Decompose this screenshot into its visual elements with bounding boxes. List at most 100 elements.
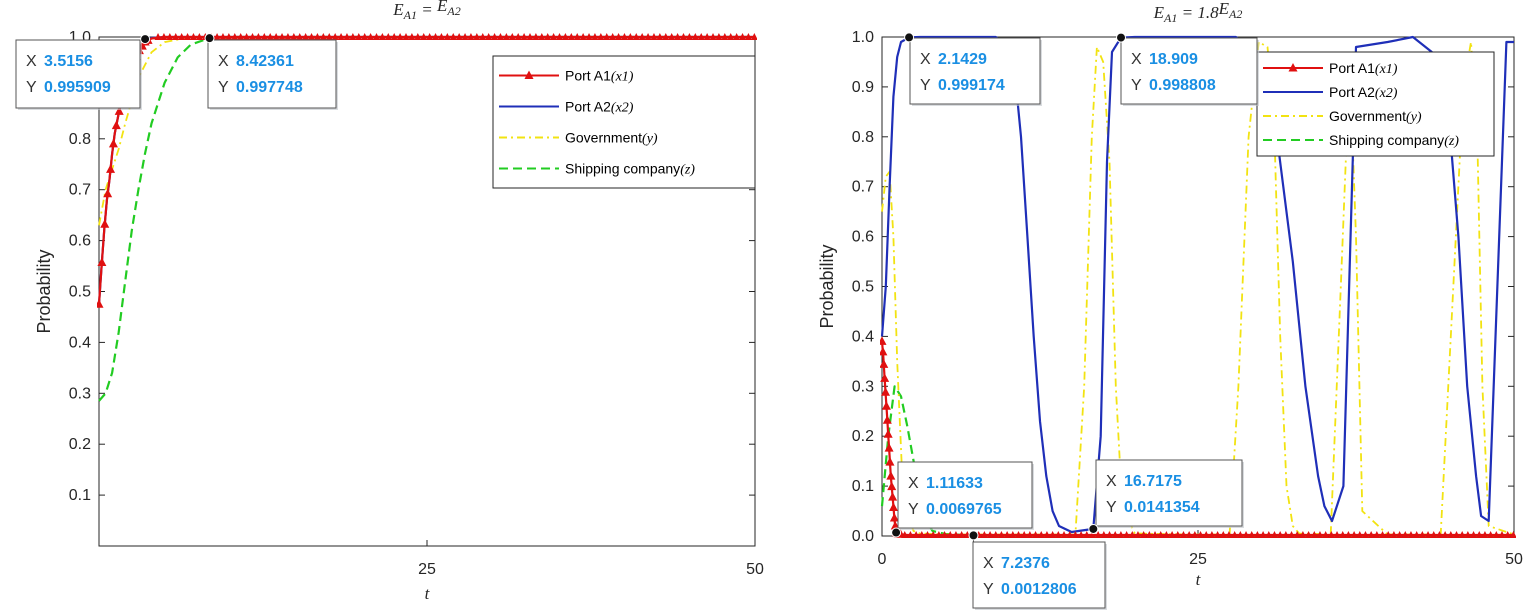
triangle-marker (106, 164, 116, 173)
y-tick-label: 0.5 (852, 279, 874, 296)
triangle-marker (1458, 531, 1466, 538)
triangle-marker (508, 33, 516, 40)
triangle-marker (591, 33, 599, 40)
triangle-marker (243, 33, 251, 40)
triangle-marker (1043, 531, 1051, 538)
legend-entry: Port A2(x2) (565, 99, 634, 116)
triangle-marker (883, 429, 893, 438)
triangle-marker (103, 188, 113, 198)
y-tick-label: 0.8 (852, 129, 874, 146)
triangle-marker (886, 471, 896, 480)
triangle-marker (1054, 531, 1062, 538)
triangle-marker (1179, 531, 1187, 538)
triangle-marker (1464, 531, 1472, 538)
triangle-marker (443, 33, 451, 40)
triangle-marker (1407, 531, 1415, 538)
triangle-marker (1202, 531, 1210, 538)
datatip[interactable]: X 8.42361 Y 0.997748 (204, 33, 338, 110)
triangle-marker (284, 33, 292, 40)
triangle-marker (750, 33, 757, 40)
triangle-marker (924, 531, 932, 538)
triangle-marker (1379, 531, 1387, 538)
datatip[interactable]: X 7.2376 Y 0.0012806 (968, 530, 1107, 610)
triangle-marker (709, 33, 717, 40)
legend: Port A1(x1)Port A2(x2)Government(y)Shipp… (1256, 51, 1495, 157)
triangle-marker (1106, 531, 1114, 538)
triangle-marker (644, 33, 652, 40)
datatip[interactable]: X 3.5156 Y 0.995909 (15, 34, 151, 110)
datatip-x-value: 1.11633 (926, 475, 983, 492)
triangle-marker (992, 531, 1000, 538)
legend-entry: Government(y) (565, 130, 658, 147)
triangle-marker (884, 443, 894, 452)
title-text: E (392, 0, 404, 19)
triangle-marker (325, 33, 333, 40)
datatip-box (15, 39, 141, 109)
triangle-marker (901, 531, 909, 538)
triangle-marker (1111, 531, 1119, 538)
triangle-marker (189, 33, 197, 40)
datatip[interactable]: X 18.909 Y 0.998808 (1116, 32, 1259, 106)
datatip-x-key: X (983, 555, 994, 572)
y-tick-label: 0.2 (852, 428, 874, 445)
triangle-marker (467, 33, 475, 40)
triangle-marker (697, 33, 705, 40)
datatip-box (897, 461, 1033, 529)
triangle-marker (986, 531, 994, 538)
datatip-y-value: 0.0012806 (1001, 581, 1077, 598)
triangle-marker (1333, 531, 1341, 538)
legend-series-var: (z) (680, 163, 695, 178)
datatip[interactable]: X 16.7175 Y 0.0141354 (1088, 459, 1244, 534)
triangle-marker (721, 33, 729, 40)
triangle-marker (1219, 531, 1227, 538)
y-tick-label: 0.7 (852, 179, 874, 196)
triangle-marker (532, 33, 540, 40)
legend-entry: Shipping company(z) (1329, 132, 1459, 149)
triangle-marker (1083, 531, 1091, 538)
triangle-marker (1350, 531, 1358, 538)
datatip-box (207, 39, 337, 109)
datatip-x-value: 18.909 (1149, 51, 1198, 68)
legend-series-var: (y) (642, 132, 658, 147)
triangle-marker (111, 120, 121, 130)
triangle-marker (349, 33, 357, 40)
triangle-marker (166, 33, 174, 40)
triangle-marker (420, 33, 428, 40)
triangle-marker (1162, 531, 1170, 538)
datatip-y-key: Y (908, 501, 919, 518)
triangle-marker (544, 33, 552, 40)
triangle-marker (337, 33, 345, 40)
triangle-marker (231, 33, 239, 40)
triangle-marker (1356, 531, 1364, 538)
triangle-marker (880, 359, 889, 368)
triangle-marker (656, 33, 664, 40)
triangle-marker (1282, 531, 1290, 538)
series-markers-x1 (880, 336, 1516, 538)
legend-entry: Port A1(x1) (1329, 60, 1398, 77)
datatip[interactable]: X 1.11633 Y 0.0069765 (891, 461, 1034, 538)
triangle-marker (1418, 531, 1426, 538)
title-subscript: A1 (403, 8, 417, 22)
triangle-marker (455, 33, 463, 40)
x-tick-label: 0 (878, 551, 887, 568)
triangle-marker (1140, 531, 1148, 538)
triangle-marker (219, 33, 227, 40)
x-tick-label: 25 (418, 561, 436, 578)
legend-box (492, 55, 756, 189)
chart-panel-2: 0.0 0.1 0.2 0.3 0.4 0.5 0.6 0.7 0.8 0.9 1.0 0 25 50 Pr… (817, 0, 1523, 610)
datatip[interactable]: X 2.1429 Y 0.999174 (904, 32, 1042, 106)
datatip-y-value: 0.999174 (938, 77, 1005, 94)
triangle-marker (691, 33, 699, 40)
legend-series-name: Government (1329, 108, 1406, 124)
triangle-marker (744, 33, 752, 40)
triangle-marker (1487, 531, 1495, 538)
triangle-marker (331, 33, 339, 40)
x-axis-label: t (1196, 570, 1202, 589)
triangle-marker (1509, 531, 1516, 538)
triangle-marker (620, 33, 628, 40)
triangle-marker (550, 33, 558, 40)
y-tick-label: 0.1 (69, 487, 91, 504)
y-tick-label: 0.1 (852, 478, 874, 495)
triangle-marker (668, 33, 676, 40)
